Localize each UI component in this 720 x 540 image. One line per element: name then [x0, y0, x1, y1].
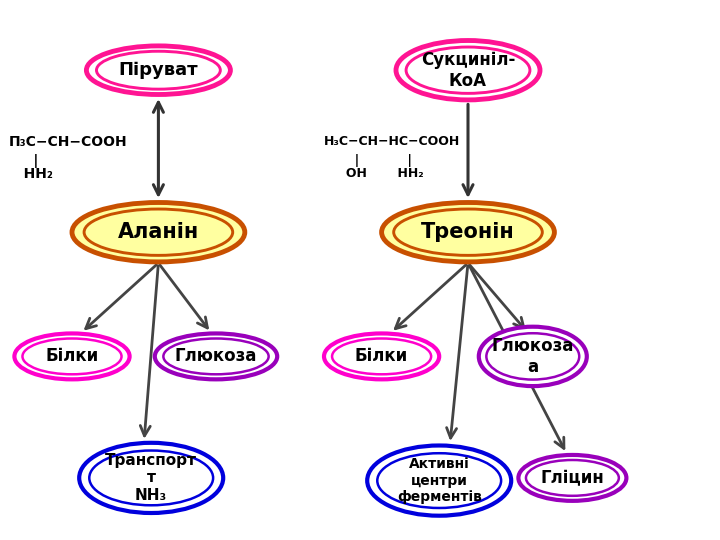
Text: П₃С−СН−СООН: П₃С−СН−СООН [9, 135, 127, 149]
Text: Сукциніл-
КоА: Сукциніл- КоА [420, 51, 516, 90]
Ellipse shape [155, 333, 277, 379]
Text: Піруват: Піруват [119, 61, 198, 79]
Ellipse shape [367, 446, 511, 516]
Ellipse shape [79, 443, 223, 513]
Ellipse shape [86, 46, 230, 94]
Text: ОН       НН₂: ОН НН₂ [324, 167, 423, 180]
Text: |           |: | | [324, 154, 412, 167]
Text: Глюкоза
а: Глюкоза а [492, 337, 574, 376]
Text: НН₂: НН₂ [9, 167, 53, 181]
Text: Глюкоза: Глюкоза [175, 347, 257, 366]
Text: Активні
центри
ферментів: Активні центри ферментів [397, 457, 482, 504]
Ellipse shape [396, 40, 540, 100]
Ellipse shape [479, 327, 587, 386]
Ellipse shape [382, 202, 554, 262]
Text: Білки: Білки [355, 347, 408, 366]
Ellipse shape [72, 202, 245, 262]
Text: Треонін: Треонін [421, 222, 515, 242]
Ellipse shape [324, 333, 439, 379]
Ellipse shape [518, 455, 626, 501]
Text: Гліцин: Гліцин [541, 469, 604, 487]
Text: H₃C−СН−НС−СООН: H₃C−СН−НС−СООН [324, 135, 460, 148]
Text: Білки: Білки [45, 347, 99, 366]
Ellipse shape [14, 333, 130, 379]
Text: Аланін: Аланін [118, 222, 199, 242]
Text: Транспорт
т
NH₃: Транспорт т NH₃ [105, 453, 197, 503]
Text: |: | [9, 154, 38, 168]
